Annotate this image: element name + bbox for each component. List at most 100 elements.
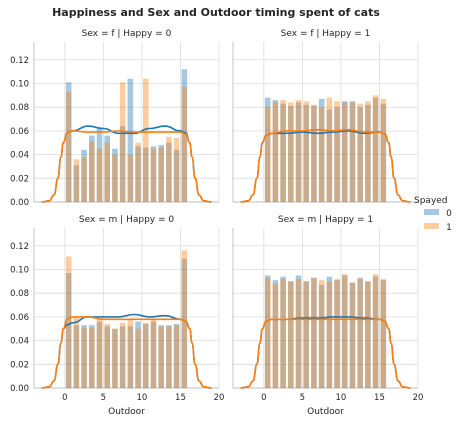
hist-bar-0-5 <box>104 326 111 388</box>
y-tick-label: 0.02 <box>10 174 29 184</box>
hist-bar-0-0 <box>65 82 72 202</box>
x-tick-label: 10 <box>336 393 347 403</box>
hist-bar-0-14 <box>173 149 180 202</box>
kde-line-1 <box>41 316 212 389</box>
hist-bar-1-10 <box>341 274 348 388</box>
hist-bar-0-11 <box>349 101 356 202</box>
hist-bar-0-10 <box>142 324 149 388</box>
hist-bar-1-9 <box>135 142 141 202</box>
panel-1: Sex = f | Happy = 1 <box>232 29 419 203</box>
hist-bar-1-0 <box>65 91 72 202</box>
hist-bar-1-11 <box>349 102 356 202</box>
hist-bar-1-9 <box>135 328 141 388</box>
hist-bar-1-14 <box>173 138 180 202</box>
panel-2: Sex = m | Happy = 0 0.00 0.02 0.04 0.06 0.08 0… <box>10 215 224 417</box>
x-axis-label: Outdoor <box>108 407 145 417</box>
hist-bar-1-14 <box>372 274 379 388</box>
hist-bar-0-9 <box>334 280 340 388</box>
hist-bar-1-9 <box>334 101 340 202</box>
hist-bar-0-15 <box>181 69 188 202</box>
hist-bar-1-5 <box>104 324 111 388</box>
hist-bar-1-8 <box>326 281 333 388</box>
hist-bar-0-14 <box>372 97 379 202</box>
hist-bar-1-11 <box>150 319 157 388</box>
panel-title: Sex = m | Happy = 0 <box>79 215 174 225</box>
hist-bar-1-1 <box>272 102 279 202</box>
hist-bar-1-4 <box>295 100 302 202</box>
hist-bar-0-3 <box>89 135 95 202</box>
hist-bar-1-10 <box>142 322 149 388</box>
hist-bar-0-5 <box>104 135 111 202</box>
hist-bar-1-2 <box>81 156 87 202</box>
hist-bar-1-7 <box>119 82 126 202</box>
hist-bar-1-11 <box>150 148 157 202</box>
hist-bar-0-0 <box>264 275 271 388</box>
y-tick-label: 0.00 <box>10 198 29 208</box>
hist-bar-1-8 <box>127 154 134 202</box>
hist-bar-0-4 <box>96 127 103 202</box>
panel-0: Sex = f | Happy = 0 0.00 0.02 0.04 0.06 0.08 0… <box>10 29 220 208</box>
hist-bar-0-2 <box>81 325 87 388</box>
hist-bar-0-10 <box>341 275 348 388</box>
hist-bar-1-0 <box>264 277 271 388</box>
hist-bar-1-13 <box>365 281 371 388</box>
hist-bar-1-15 <box>181 87 188 202</box>
hist-bar-1-15 <box>380 278 387 388</box>
hist-bar-0-12 <box>357 107 363 202</box>
hist-bar-1-6 <box>112 328 118 388</box>
hist-bar-0-9 <box>135 321 141 388</box>
hist-bar-1-5 <box>303 101 310 202</box>
hist-bar-0-12 <box>158 145 164 202</box>
hist-bar-0-13 <box>166 325 172 388</box>
hist-bar-0-0 <box>264 97 271 202</box>
y-tick-label: 0.10 <box>10 79 29 89</box>
hist-bar-0-10 <box>142 147 149 202</box>
hist-bar-0-7 <box>318 98 325 202</box>
hist-bar-0-1 <box>272 100 279 202</box>
hist-bar-0-9 <box>334 107 340 202</box>
hist-bar-1-0 <box>65 256 72 388</box>
y-tick-label: 0.10 <box>10 265 29 275</box>
x-tick-label: 15 <box>175 393 186 403</box>
hist-bar-1-7 <box>318 107 325 202</box>
y-tick-label: 0.12 <box>10 242 29 252</box>
y-tick-label: 0.02 <box>10 360 29 370</box>
hist-bar-0-14 <box>372 276 379 388</box>
hist-bar-1-2 <box>280 278 286 388</box>
hist-bar-1-2 <box>81 327 87 388</box>
hist-bar-1-4 <box>295 278 302 388</box>
hist-bar-1-12 <box>158 147 164 202</box>
hist-bar-1-3 <box>288 102 294 202</box>
hist-bar-1-12 <box>357 278 363 388</box>
hist-bar-1-2 <box>280 100 286 202</box>
hist-bar-0-5 <box>303 104 310 202</box>
hist-bar-1-8 <box>127 319 134 388</box>
hist-bar-0-8 <box>326 109 333 202</box>
hist-bar-1-13 <box>166 136 172 202</box>
hist-bar-0-6 <box>112 148 118 202</box>
hist-bar-1-12 <box>158 326 164 388</box>
hist-bar-0-7 <box>119 126 126 202</box>
y-tick-label: 0.06 <box>10 313 29 323</box>
x-tick-label: 20 <box>214 393 225 403</box>
hist-bar-1-7 <box>318 280 325 388</box>
hist-bar-1-15 <box>181 250 188 388</box>
hist-bar-0-3 <box>89 325 95 388</box>
hist-bar-1-13 <box>365 101 371 202</box>
hist-bar-0-11 <box>349 282 356 388</box>
hist-bar-1-14 <box>372 95 379 202</box>
hist-bar-0-13 <box>365 104 371 202</box>
hist-bar-0-10 <box>341 101 348 202</box>
x-tick-label: 10 <box>137 393 148 403</box>
hist-bar-0-3 <box>288 106 294 202</box>
panel-title: Sex = m | Happy = 1 <box>278 215 373 225</box>
hist-bar-1-4 <box>96 148 103 202</box>
x-axis-label: Outdoor <box>307 407 344 417</box>
hist-bar-0-5 <box>303 281 310 388</box>
hist-bar-1-6 <box>311 277 317 388</box>
hist-bar-1-11 <box>349 282 356 388</box>
legend-swatch-0 <box>424 209 439 215</box>
hist-bar-0-1 <box>73 325 80 388</box>
hist-bar-0-15 <box>181 258 188 388</box>
hist-bar-1-1 <box>73 316 80 388</box>
